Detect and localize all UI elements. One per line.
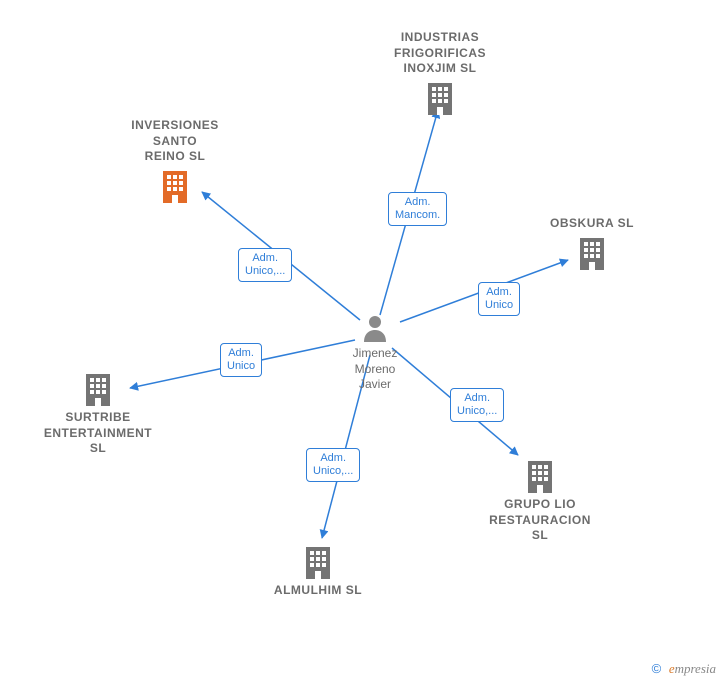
building-icon — [120, 169, 230, 203]
edge-label: Adm. Unico,... — [450, 388, 504, 422]
center-node-label: Jimenez Moreno Javier — [345, 346, 405, 393]
company-label: GRUPO LIO RESTAURACION SL — [485, 497, 595, 544]
edge-label: Adm. Unico,... — [238, 248, 292, 282]
company-node-industrias[interactable]: INDUSTRIAS FRIGORIFICAS INOXJIM SL — [385, 30, 495, 119]
building-icon — [263, 545, 373, 579]
building-icon — [537, 236, 647, 270]
edge-label: Adm. Unico — [478, 282, 520, 316]
building-icon — [385, 81, 495, 115]
company-node-surtribe[interactable]: SURTRIBE ENTERTAINMENT SL — [43, 368, 153, 457]
center-node-person[interactable]: Jimenez Moreno Javier — [345, 314, 405, 393]
company-node-almulhim[interactable]: ALMULHIM SL — [263, 541, 373, 599]
company-label: INVERSIONES SANTO REINO SL — [120, 118, 230, 165]
person-icon — [345, 314, 405, 342]
brand-rest: mpresia — [675, 661, 716, 676]
watermark: © empresia — [652, 661, 716, 677]
building-icon — [43, 372, 153, 406]
company-label: SURTRIBE ENTERTAINMENT SL — [43, 410, 153, 457]
company-label: ALMULHIM SL — [263, 583, 373, 599]
copyright-symbol: © — [652, 661, 662, 676]
company-node-obskura[interactable]: OBSKURA SL — [537, 216, 647, 274]
edge-label: Adm. Unico — [220, 343, 262, 377]
diagram-canvas: Jimenez Moreno Javier INVERSIONES SANTO … — [0, 0, 728, 685]
edge-label: Adm. Unico,... — [306, 448, 360, 482]
edge-label: Adm. Mancom. — [388, 192, 447, 226]
company-label: INDUSTRIAS FRIGORIFICAS INOXJIM SL — [385, 30, 495, 77]
company-label: OBSKURA SL — [537, 216, 647, 232]
company-node-inversiones[interactable]: INVERSIONES SANTO REINO SL — [120, 118, 230, 207]
company-node-grupolio[interactable]: GRUPO LIO RESTAURACION SL — [485, 455, 595, 544]
building-icon — [485, 459, 595, 493]
